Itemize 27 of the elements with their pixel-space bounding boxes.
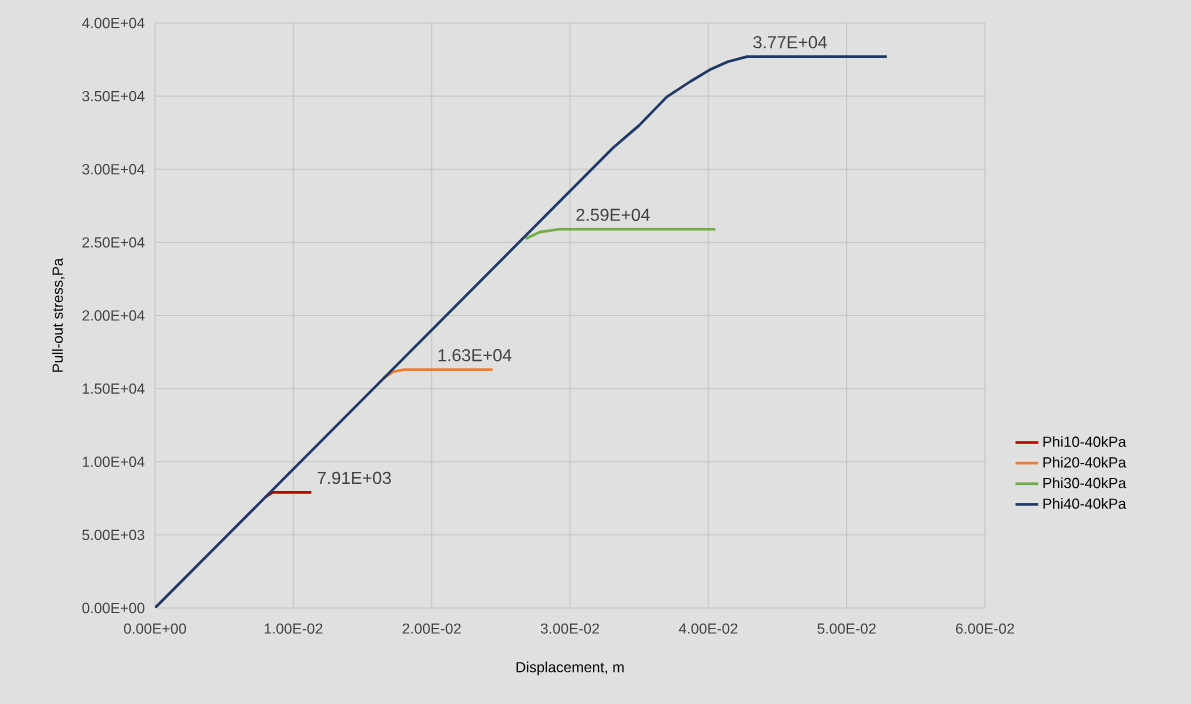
y-tick-label: 1.50E+04: [82, 383, 145, 394]
x-tick-label: 1.00E-02: [264, 623, 323, 634]
annotation: 3.77E+04: [753, 36, 827, 49]
x-tick-label: 0.00E+00: [123, 623, 187, 634]
legend-label: Phi40-40kPa: [1043, 498, 1127, 509]
line-series: [155, 55, 889, 608]
y-tick-label: 2.00E+04: [82, 310, 145, 321]
x-tick-label: 4.00E-02: [678, 623, 738, 634]
legend-label: Phi20-40kPa: [1043, 456, 1127, 468]
x-tick-label: 3.00E-02: [540, 623, 600, 634]
x-tick-label: 2.00E-02: [402, 623, 461, 634]
y-tick-label: 3.00E+04: [82, 164, 145, 175]
legend-label: Phi10-40kPa: [1043, 436, 1127, 447]
y-tick-label: 4.00E+04: [82, 17, 145, 29]
x-axis-title: Displacement, m: [516, 661, 624, 676]
y-tick-label: 3.50E+04: [82, 90, 145, 102]
y-axis-title: Pull-out stress,Pa: [52, 258, 65, 372]
annotation: 1.63E+04: [438, 349, 512, 362]
y-tick-label: 2.50E+04: [82, 237, 145, 248]
x-tick-label: 5.00E-02: [817, 623, 876, 634]
annotation: 2.59E+04: [576, 208, 650, 221]
y-tick-label: 0.00E+00: [82, 602, 145, 614]
x-tick-label: 6.00E-02: [955, 623, 1015, 634]
annotation: 7.91E+03: [317, 471, 391, 485]
legend-label: Phi30-40kPa: [1043, 477, 1127, 489]
y-tick-label: 5.00E+03: [82, 529, 145, 541]
y-tick-label: 1.00E+04: [82, 456, 145, 467]
